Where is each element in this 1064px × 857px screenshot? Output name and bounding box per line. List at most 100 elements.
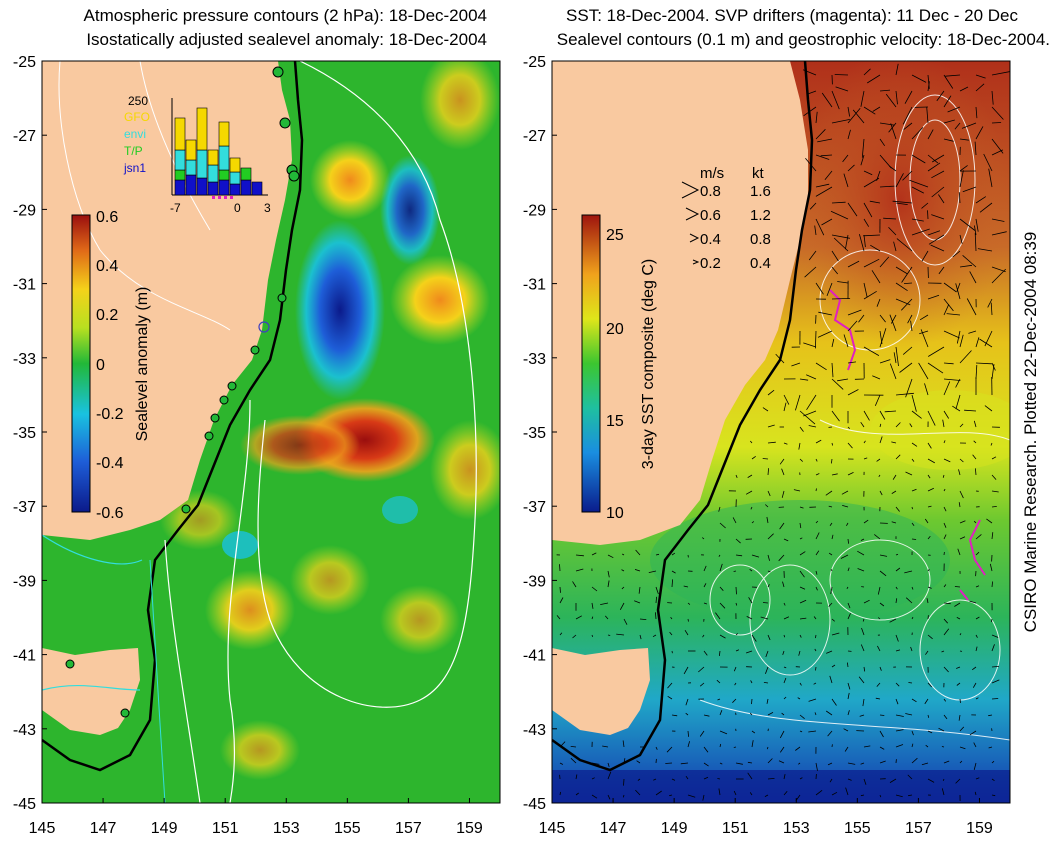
velocity-arrow: [879, 436, 883, 444]
velocity-arrow: [895, 90, 898, 105]
velocity-arrow: [703, 602, 708, 605]
velocity-arrow: [879, 554, 888, 557]
velocity-arrow: [815, 129, 826, 140]
velocity-key-kt: 1.6: [750, 183, 771, 200]
velocity-arrow: [847, 778, 852, 781]
velocity-arrow: [859, 714, 865, 717]
velocity-arrow: [973, 762, 977, 771]
velocity-arrow: [655, 612, 657, 620]
velocity-arrow: [775, 353, 785, 364]
velocity-arrow: [926, 106, 929, 124]
velocity-arrow: [831, 90, 840, 110]
velocity-arrow: [767, 584, 770, 588]
velocity-arrow: [766, 746, 769, 750]
velocity-arrow: [845, 787, 849, 796]
velocity-arrow: [895, 506, 900, 512]
velocity-arrow: [623, 618, 628, 625]
velocity-arrow: [670, 617, 673, 620]
velocity-arrow: [895, 173, 904, 188]
velocity-arrow: [921, 250, 929, 262]
velocity-arrow: [763, 682, 769, 684]
sla-colorbar-label: Sealevel anomaly (m): [134, 287, 151, 442]
velocity-arrow: [891, 521, 897, 524]
velocity-arrow: [767, 758, 773, 764]
velocity-arrow: [783, 790, 788, 796]
sla-tick: -0.6: [96, 505, 124, 522]
velocity-arrow: [795, 746, 801, 751]
velocity-arrow: [687, 602, 691, 605]
credit-text: CSIRO Marine Research. Plotted 22-Dec-20…: [1021, 232, 1040, 633]
velocity-arrow: [671, 579, 673, 588]
velocity-arrow: [961, 122, 977, 129]
velocity-arrow: [943, 602, 951, 605]
velocity-arrow: [857, 568, 865, 572]
velocity-arrow: [969, 271, 977, 284]
velocity-arrow: [959, 490, 964, 499]
velocity-arrow: [799, 458, 803, 462]
sst-colorbar: [581, 214, 601, 513]
velocity-arrow: [635, 789, 641, 796]
velocity-arrow: [911, 538, 917, 540]
velocity-arrow: [719, 650, 721, 656]
velocity-arrow: [831, 473, 838, 476]
velocity-arrow: [907, 774, 913, 780]
velocity-arrow: [815, 218, 825, 236]
velocity-arrow: [746, 616, 753, 620]
velocity-arrow: [765, 504, 769, 508]
velocity-arrow: [600, 602, 609, 605]
velocity-arrow: [735, 602, 738, 606]
velocity-arrow: [899, 362, 913, 373]
velocity-arrow: [840, 554, 849, 559]
velocity-arrow: [669, 631, 673, 636]
velocity-arrow: [959, 726, 965, 732]
velocity-arrow: [680, 762, 689, 765]
velocity-arrow: [975, 74, 986, 79]
velocity-arrow: [959, 698, 961, 703]
velocity-arrow: [974, 791, 977, 796]
velocity-arrow: [991, 581, 993, 588]
velocity-arrow: [895, 266, 908, 275]
velocity-arrow: [911, 186, 924, 194]
velocity-arrow: [921, 202, 929, 209]
velocity-arrow: [781, 712, 785, 716]
velocity-arrow: [969, 730, 977, 736]
velocity-arrow: [943, 666, 949, 673]
velocity-arrow: [749, 712, 753, 716]
velocity-arrow: [879, 730, 884, 738]
velocity-arrow: [861, 138, 865, 158]
velocity-arrow: [767, 634, 771, 641]
velocity-arrow: [927, 487, 934, 492]
velocity-arrow: [941, 788, 945, 796]
velocity-arrow: [927, 154, 939, 164]
velocity-arrow: [831, 632, 840, 636]
velocity-arrow: [895, 598, 898, 604]
velocity-arrow: [831, 442, 833, 446]
lat-tick-label: -33: [13, 351, 36, 368]
velocity-arrow: [815, 362, 827, 371]
velocity-arrow: [902, 106, 913, 125]
velocity-arrow: [719, 743, 722, 748]
velocity-arrow: [570, 746, 577, 748]
velocity-arrow: [991, 506, 997, 508]
velocity-arrow: [779, 746, 785, 753]
legend-envi: envi: [124, 127, 146, 141]
velocity-arrow: [751, 521, 755, 524]
velocity-arrow: [747, 772, 753, 780]
shelf-contour: [42, 61, 304, 772]
sla-colorbar: [71, 214, 91, 513]
velocity-arrow: [847, 762, 856, 765]
velocity-arrow: [829, 778, 833, 783]
velocity-arrow: [666, 746, 673, 753]
velocity-arrow: [783, 634, 786, 638]
left-title-line1: Atmospheric pressure contours (2 hPa): 1…: [83, 6, 487, 25]
velocity-arrow: [973, 520, 977, 524]
lat-tick-label: -33: [523, 351, 546, 368]
velocity-arrow: [862, 698, 865, 707]
velocity-arrow: [847, 710, 850, 716]
velocity-arrow: [955, 378, 961, 388]
velocity-arrow: [991, 268, 1006, 284]
velocity-arrow: [653, 778, 657, 781]
tasmania: [42, 648, 140, 735]
velocity-arrow: [831, 250, 839, 262]
velocity-arrow: [872, 375, 881, 380]
